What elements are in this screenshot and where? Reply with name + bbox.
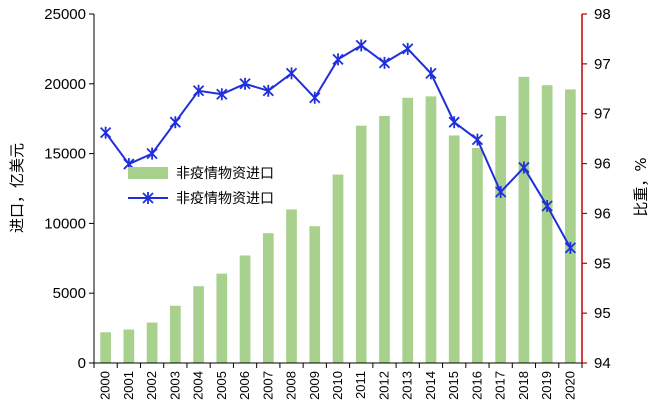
right-axis-label: 比重，% bbox=[632, 157, 650, 216]
x-tick-label: 2018 bbox=[516, 371, 531, 400]
right-tick-label: 97 bbox=[594, 56, 611, 73]
line-point-2017 bbox=[495, 185, 507, 198]
legend-swatch-bar bbox=[128, 167, 168, 179]
line-point-2008 bbox=[285, 67, 298, 80]
line-point-2011 bbox=[355, 39, 367, 52]
line-point-2019 bbox=[541, 199, 553, 212]
x-tick-label: 2019 bbox=[539, 371, 554, 400]
right-tick-label: 97 bbox=[594, 106, 611, 123]
line-point-2015 bbox=[448, 116, 460, 129]
left-tick-label: 15000 bbox=[44, 146, 86, 163]
x-tick-label: 2020 bbox=[562, 371, 577, 400]
left-tick-label: 5000 bbox=[53, 285, 86, 302]
legend-label-bar: 非疫情物资进口 bbox=[176, 166, 274, 182]
line-point-2016 bbox=[471, 133, 484, 146]
bar-series bbox=[100, 76, 576, 364]
x-tick-label: 2015 bbox=[446, 371, 461, 400]
line-point-2002 bbox=[146, 147, 158, 160]
x-tick-label: 2003 bbox=[167, 371, 182, 400]
line-point-2010 bbox=[332, 53, 344, 66]
x-tick-label: 2013 bbox=[400, 371, 415, 400]
x-tick-label: 2006 bbox=[237, 371, 252, 400]
bar-2009 bbox=[309, 226, 321, 363]
x-tick-label: 2001 bbox=[121, 371, 136, 400]
axes: 0 5000 10000 15000 20000 25000 94 95 95 96 96 97 97 9… bbox=[44, 6, 610, 400]
bar-2003 bbox=[169, 305, 181, 363]
bar-2012 bbox=[379, 115, 390, 363]
bar-2016 bbox=[472, 148, 483, 363]
bar-2020 bbox=[565, 89, 576, 363]
left-tick-label: 20000 bbox=[44, 76, 86, 93]
line-point-2018 bbox=[518, 161, 530, 174]
bar-2002 bbox=[146, 322, 158, 363]
line-point-2013 bbox=[402, 42, 414, 55]
left-tick-label: 10000 bbox=[44, 215, 86, 232]
bar-2008 bbox=[286, 209, 297, 363]
right-tick-label: 94 bbox=[594, 355, 611, 372]
bar-2004 bbox=[193, 286, 204, 363]
bar-2013 bbox=[402, 97, 414, 363]
x-tick-label: 2011 bbox=[353, 371, 368, 399]
x-tick-label: 2000 bbox=[98, 371, 113, 400]
x-tick-label: 2004 bbox=[191, 371, 206, 400]
line-point-2005 bbox=[216, 88, 228, 101]
x-tick-label: 2002 bbox=[144, 371, 159, 400]
bar-2005 bbox=[216, 273, 228, 363]
x-tick-label: 2014 bbox=[423, 371, 438, 400]
line-series bbox=[99, 39, 577, 254]
line-point-2000 bbox=[99, 126, 112, 139]
bar-2015 bbox=[448, 135, 460, 363]
left-axis-label: 进口，亿美元 bbox=[8, 143, 26, 233]
x-tick-label: 2007 bbox=[260, 371, 275, 400]
x-tick-label: 2009 bbox=[307, 371, 322, 400]
right-tick-label: 95 bbox=[594, 255, 611, 272]
bar-2014 bbox=[425, 96, 437, 364]
bar-2001 bbox=[123, 329, 135, 363]
x-tick-label: 2012 bbox=[376, 371, 391, 400]
x-tick-label: 2010 bbox=[330, 371, 345, 400]
bar-2000 bbox=[100, 332, 111, 363]
line-point-2007 bbox=[262, 84, 274, 97]
bar-2019 bbox=[541, 85, 553, 363]
line-point-2003 bbox=[169, 116, 181, 129]
x-tick-label: 2017 bbox=[493, 371, 508, 400]
line-point-2020 bbox=[564, 241, 577, 254]
x-tick-label: 2005 bbox=[214, 371, 229, 400]
line-point-2006 bbox=[239, 77, 251, 90]
bar-2018 bbox=[518, 76, 530, 363]
x-tick-label: 2016 bbox=[469, 371, 484, 400]
bar-2007 bbox=[262, 233, 274, 363]
bar-2011 bbox=[355, 125, 367, 364]
left-tick-label: 25000 bbox=[44, 6, 86, 23]
line-point-2014 bbox=[425, 67, 437, 80]
line-point-2009 bbox=[309, 91, 321, 104]
bar-2006 bbox=[239, 255, 251, 363]
right-tick-label: 96 bbox=[594, 205, 611, 222]
left-tick-label: 0 bbox=[78, 355, 86, 372]
right-tick-label: 98 bbox=[594, 6, 611, 23]
right-tick-label: 95 bbox=[594, 305, 611, 322]
bar-2010 bbox=[332, 174, 344, 363]
line-point-2012 bbox=[378, 56, 391, 69]
legend-swatch-marker bbox=[142, 192, 154, 204]
right-tick-label: 96 bbox=[594, 156, 611, 173]
legend-label-line: 非疫情物资进口 bbox=[176, 191, 274, 207]
line-point-2004 bbox=[192, 84, 205, 97]
x-tick-label: 2008 bbox=[284, 371, 299, 400]
bar-2017 bbox=[495, 115, 507, 363]
